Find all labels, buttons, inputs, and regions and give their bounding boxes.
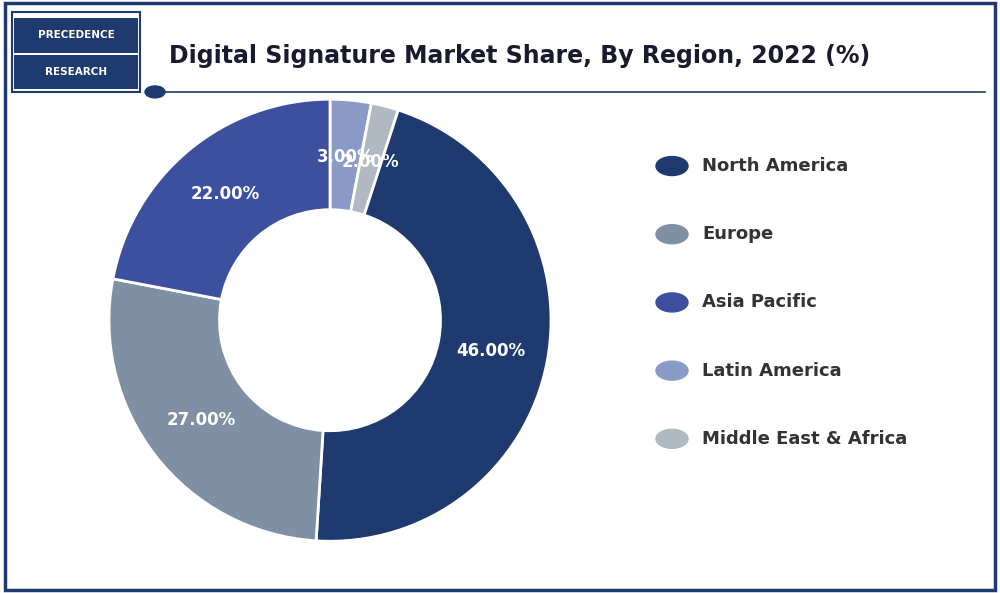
Text: Digital Signature Market Share, By Region, 2022 (%): Digital Signature Market Share, By Regio… (169, 44, 871, 68)
Wedge shape (109, 279, 323, 541)
Text: Europe: Europe (702, 225, 773, 243)
Text: 2.00%: 2.00% (342, 153, 399, 171)
Text: RESEARCH: RESEARCH (45, 67, 107, 76)
Wedge shape (351, 103, 398, 215)
Text: 3.00%: 3.00% (317, 148, 374, 167)
Text: Middle East & Africa: Middle East & Africa (702, 430, 907, 448)
Wedge shape (113, 99, 330, 299)
Text: 27.00%: 27.00% (166, 412, 235, 429)
Text: PRECEDENCE: PRECEDENCE (38, 30, 114, 40)
Wedge shape (316, 110, 551, 541)
Text: 46.00%: 46.00% (456, 342, 525, 360)
Text: 22.00%: 22.00% (191, 185, 260, 203)
Wedge shape (330, 99, 371, 212)
Text: Latin America: Latin America (702, 362, 842, 380)
Text: North America: North America (702, 157, 848, 175)
Text: Asia Pacific: Asia Pacific (702, 294, 817, 311)
